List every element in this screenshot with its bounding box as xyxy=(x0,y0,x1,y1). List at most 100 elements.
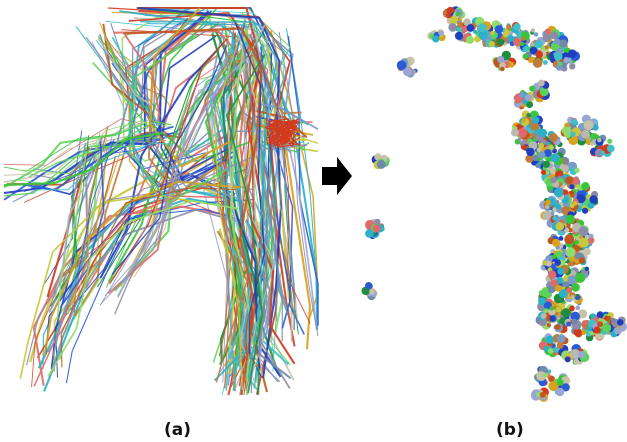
cluster-point xyxy=(558,289,568,299)
cluster-point xyxy=(555,203,562,210)
cluster-point xyxy=(543,60,548,65)
cluster-point xyxy=(538,128,548,138)
cluster-point xyxy=(524,94,532,102)
cluster-point xyxy=(571,118,578,125)
trajectory-line xyxy=(261,43,319,331)
cluster-point xyxy=(534,39,543,49)
cluster-point xyxy=(461,26,468,33)
cluster-point xyxy=(554,284,563,292)
cluster-point xyxy=(438,30,444,36)
cluster-point xyxy=(594,148,604,158)
trajectory-line xyxy=(60,187,237,368)
cluster-point xyxy=(588,233,594,239)
trajectory-line xyxy=(266,116,297,140)
cluster-point xyxy=(448,23,458,32)
cluster-point xyxy=(545,199,551,206)
cluster-point xyxy=(571,283,580,292)
cluster-point xyxy=(539,87,549,97)
cluster-point xyxy=(580,329,587,335)
trajectory-line xyxy=(119,65,237,285)
cluster-point xyxy=(555,306,562,313)
cluster-point xyxy=(454,31,464,40)
cluster-point xyxy=(571,318,578,325)
cluster-point xyxy=(501,50,511,61)
trajectory-line xyxy=(63,138,115,302)
trajectory-line xyxy=(149,7,231,168)
trajectory-line xyxy=(160,35,234,182)
cluster-point xyxy=(607,138,613,144)
cluster-point xyxy=(555,251,563,258)
cluster-point xyxy=(553,187,564,198)
cluster-point xyxy=(532,154,539,161)
cluster-point xyxy=(545,260,552,267)
cluster-point xyxy=(593,326,601,334)
cluster-point xyxy=(553,52,563,61)
cluster-point xyxy=(544,45,549,50)
cluster-point xyxy=(557,334,566,343)
cluster-point xyxy=(529,46,538,55)
cluster-point xyxy=(542,33,552,43)
trajectory-line xyxy=(208,18,246,373)
trajectory-line xyxy=(3,131,164,187)
cluster-point xyxy=(542,160,550,168)
cluster-point xyxy=(525,100,534,109)
cluster-point xyxy=(617,319,624,326)
cluster-point xyxy=(520,36,526,41)
trajectory-line xyxy=(274,120,300,145)
cluster-point xyxy=(497,55,505,64)
cluster-point xyxy=(542,211,551,221)
cluster-point xyxy=(530,28,536,33)
cluster-point xyxy=(552,238,561,247)
cluster-point xyxy=(569,305,575,312)
trajectory-line xyxy=(203,16,235,383)
cluster-point xyxy=(538,151,546,159)
cluster-point xyxy=(511,128,519,137)
right-arrow-icon xyxy=(322,157,352,195)
cluster-point xyxy=(578,350,586,359)
cluster-point xyxy=(518,91,525,98)
trajectory-line xyxy=(59,141,105,309)
trajectory-line xyxy=(111,45,228,275)
cluster-point xyxy=(455,11,460,17)
cluster-point xyxy=(477,23,487,33)
trajectory-line xyxy=(216,230,266,374)
cluster-point xyxy=(532,58,543,68)
cluster-point xyxy=(374,218,381,225)
cluster-point xyxy=(548,381,558,391)
cluster-point xyxy=(576,194,586,204)
cluster-point xyxy=(519,141,525,146)
cluster-point xyxy=(538,142,544,149)
trajectory-line xyxy=(278,31,319,337)
cluster-point xyxy=(535,163,540,168)
cluster-point xyxy=(548,270,557,279)
trajectory-line xyxy=(54,149,104,298)
cluster-point xyxy=(614,326,622,335)
cluster-point xyxy=(551,254,557,259)
cluster-point xyxy=(547,369,552,374)
panel-b-clustered-points xyxy=(361,6,627,402)
trajectory-line xyxy=(96,65,204,288)
cluster-point xyxy=(570,311,580,321)
cluster-point xyxy=(525,154,534,163)
cluster-point xyxy=(570,349,581,359)
cluster-point xyxy=(597,321,604,328)
cluster-point xyxy=(578,226,589,237)
cluster-point xyxy=(578,257,586,264)
cluster-point xyxy=(579,237,589,248)
cluster-point xyxy=(600,150,606,156)
cluster-point xyxy=(597,137,602,143)
cluster-point xyxy=(508,61,515,68)
cluster-point xyxy=(546,323,551,328)
cluster-point xyxy=(584,234,590,239)
cluster-point xyxy=(506,39,510,44)
trajectory-line xyxy=(240,29,290,317)
trajectory-line xyxy=(123,27,263,396)
cluster-point xyxy=(550,279,559,287)
cluster-point xyxy=(570,131,576,137)
cluster-point xyxy=(513,23,521,31)
cluster-point xyxy=(538,297,547,306)
trajectory-line xyxy=(225,24,266,376)
cluster-point xyxy=(557,267,565,275)
cluster-point xyxy=(502,32,509,38)
